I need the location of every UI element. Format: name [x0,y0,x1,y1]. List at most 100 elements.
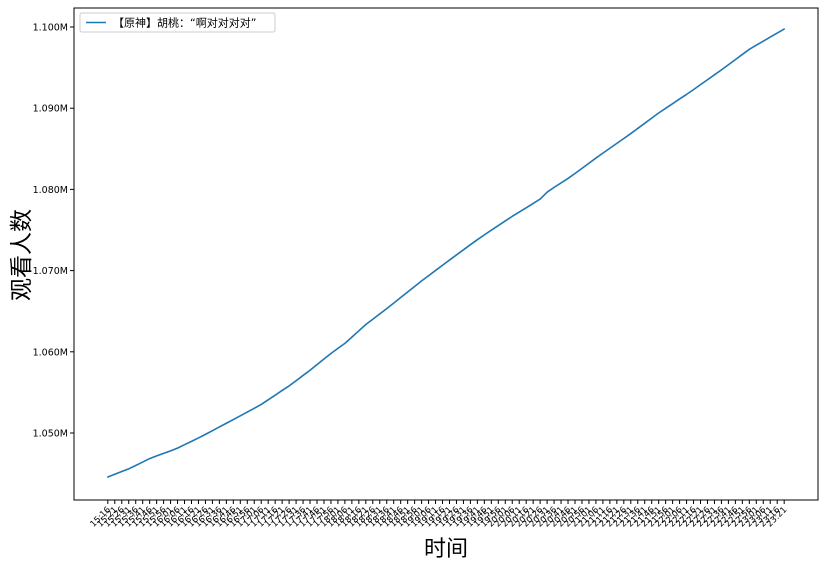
y-tick-label: 1.070M [33,266,68,277]
y-axis-ticks: 1.050M 1.060M 1.070M 1.080M 1.090M 1.100M [33,23,74,440]
data-point [281,389,284,392]
data-point [343,342,346,345]
data-point [106,476,109,479]
data-point [713,73,716,76]
data-point [490,229,493,232]
data-point [511,215,514,218]
data-point [113,473,116,476]
data-point [483,233,486,236]
data-point [148,457,151,460]
data-point [169,449,172,452]
data-point [664,107,667,110]
data-point [385,307,388,310]
data-point [253,407,256,410]
data-point [155,454,158,457]
data-point [316,363,319,366]
data-point [190,440,193,443]
data-point [580,167,583,170]
data-point [162,452,165,455]
data-point [720,68,723,71]
data-point [274,394,277,397]
data-point [420,279,423,282]
data-point [560,181,563,184]
data-point [769,36,772,39]
data-point [671,102,674,105]
data-point [427,274,430,277]
data-point [685,93,688,96]
data-point [357,329,360,332]
data-point [350,336,353,339]
data-point [176,447,179,450]
y-tick-label: 1.050M [33,429,68,440]
data-point [239,414,242,417]
y-tick-label: 1.100M [33,23,68,34]
data-point [462,248,465,251]
data-point [783,28,786,31]
data-point [476,238,479,241]
data-point [776,32,779,35]
data-point [322,358,325,361]
data-point [225,422,228,425]
data-point [441,264,444,267]
data-point [295,379,298,382]
data-point [309,369,312,372]
data-point [232,418,235,421]
data-point [302,374,305,377]
data-point [413,285,416,288]
data-point [643,122,646,125]
y-axis-label: 观看人数 [9,209,35,301]
data-point [650,117,653,120]
data-point [120,470,123,473]
data-point [615,142,618,145]
data-point [134,464,137,467]
data-point [455,253,458,256]
data-point [734,58,737,61]
data-point [553,186,556,189]
data-point [260,403,263,406]
data-point [755,44,758,47]
legend-box [79,12,276,33]
data-point [336,347,339,350]
data-point [267,398,270,401]
data-point [601,152,604,155]
data-point [741,53,744,56]
data-point [657,111,660,114]
data-point [434,269,437,272]
data-point [539,198,542,201]
data-point [692,88,695,91]
data-point [392,302,395,305]
data-point [469,243,472,246]
data-point [706,78,709,81]
data-point [141,461,144,464]
data-point [518,211,521,214]
data-point [183,443,186,446]
data-point [727,63,730,66]
data-point [378,312,381,315]
data-point [204,433,207,436]
data-point [762,40,765,43]
data-point [629,132,632,135]
data-point [218,425,221,428]
data-point [127,467,130,470]
data-point [288,384,291,387]
data-point [699,83,702,86]
data-point [371,318,374,321]
data-point [594,157,597,160]
data-point [406,291,409,294]
series-line [107,28,785,478]
data-point [504,219,507,222]
data-point [448,259,451,262]
x-axis-label: 时间 [424,537,468,562]
data-point [587,162,590,165]
plot-frame [73,7,819,501]
data-point [525,206,528,209]
data-point [211,429,214,432]
data-point [532,202,535,205]
data-point [546,191,549,194]
data-point [246,411,249,414]
data-point [364,323,367,326]
data-point [748,48,751,51]
x-axis-ticks: 15:1615:2115:2615:3115:3615:4115:4615:51… [89,500,789,529]
data-point [636,127,639,130]
series-layer [106,28,786,479]
